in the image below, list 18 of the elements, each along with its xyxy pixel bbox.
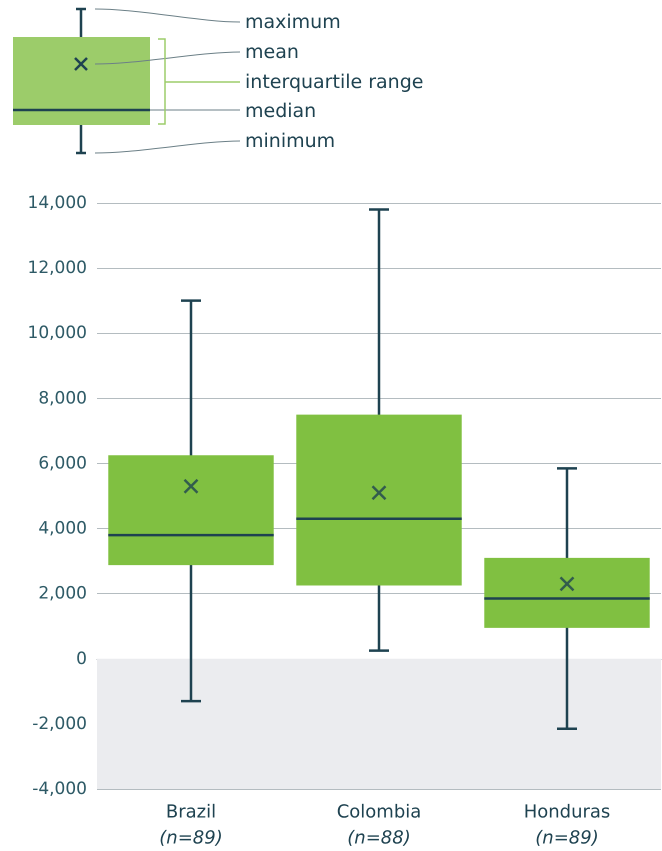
y-tick-label: 4,000: [38, 518, 87, 539]
y-tick-label: 12,000: [28, 258, 87, 278]
y-tick-label: 14,000: [28, 193, 87, 213]
text: mean: [245, 41, 299, 63]
y-tick-label: 6,000: [38, 453, 87, 474]
text: median: [245, 100, 316, 122]
text: minimum: [245, 130, 336, 152]
y-tick-label: 10,000: [28, 323, 87, 344]
text: interquartile range: [245, 71, 424, 93]
x-tick-label: Honduras (n=89): [524, 802, 610, 848]
x-tick-label: Colombia (n=88): [336, 802, 422, 848]
y-tick-label: 0: [76, 648, 87, 669]
y-tick-label: -4,000: [32, 779, 87, 799]
x-tick-label: Brazil (n=89): [159, 802, 223, 848]
text: maximum: [245, 11, 341, 33]
y-tick-label: 2,000: [38, 584, 87, 604]
y-tick-label: -2,000: [32, 714, 87, 734]
y-tick-label: 8,000: [38, 388, 87, 408]
